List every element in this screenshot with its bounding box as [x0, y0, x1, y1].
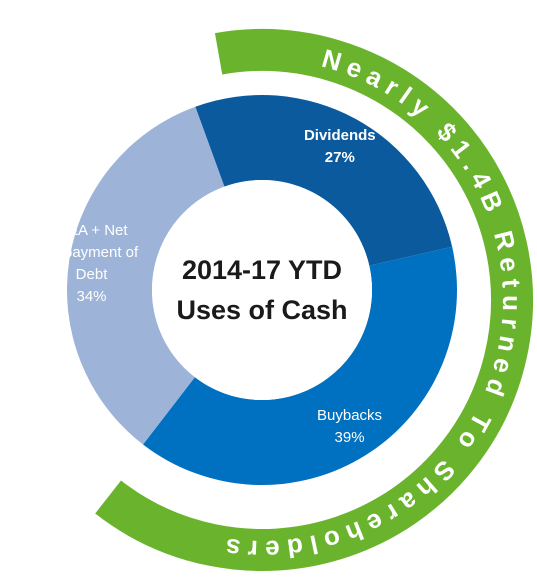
value-label: 27%: [324, 149, 355, 167]
value-label: 39%: [334, 428, 365, 446]
annotation-arc: [95, 29, 533, 571]
donut-slice: [143, 246, 457, 485]
donut-hole: [152, 180, 372, 400]
category-label: M&A + Net Repayment of Debt: [44, 221, 139, 283]
value-label: 34%: [76, 287, 107, 305]
slice-label: Dividends 27%: [290, 125, 390, 169]
donut-slice: [67, 106, 225, 445]
category-label: Dividends: [303, 127, 376, 145]
slice-label: M&A + Net Repayment of Debt 34%: [42, 220, 142, 308]
donut-slice: [195, 95, 453, 266]
slice-label: Buybacks 39%: [300, 405, 400, 449]
category-label: Buybacks: [317, 406, 383, 424]
chart-title: 2014-17 YTD Uses of Cash: [176, 255, 348, 325]
